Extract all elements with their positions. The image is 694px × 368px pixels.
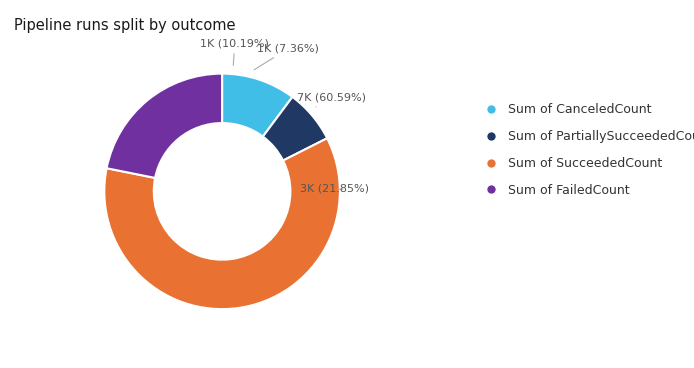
- Text: 1K (10.19%): 1K (10.19%): [201, 38, 269, 66]
- Text: 1K (7.36%): 1K (7.36%): [254, 43, 319, 70]
- Wedge shape: [222, 74, 292, 137]
- Legend: Sum of CanceledCount, Sum of PartiallySucceededCount, Sum of SucceededCount, Sum: Sum of CanceledCount, Sum of PartiallySu…: [478, 103, 694, 197]
- Text: Pipeline runs split by outcome: Pipeline runs split by outcome: [14, 18, 235, 33]
- Text: 7K (60.59%): 7K (60.59%): [297, 93, 366, 107]
- Text: 3K (21.85%): 3K (21.85%): [301, 184, 369, 194]
- Wedge shape: [107, 74, 222, 178]
- Wedge shape: [104, 138, 340, 309]
- Wedge shape: [263, 97, 327, 160]
